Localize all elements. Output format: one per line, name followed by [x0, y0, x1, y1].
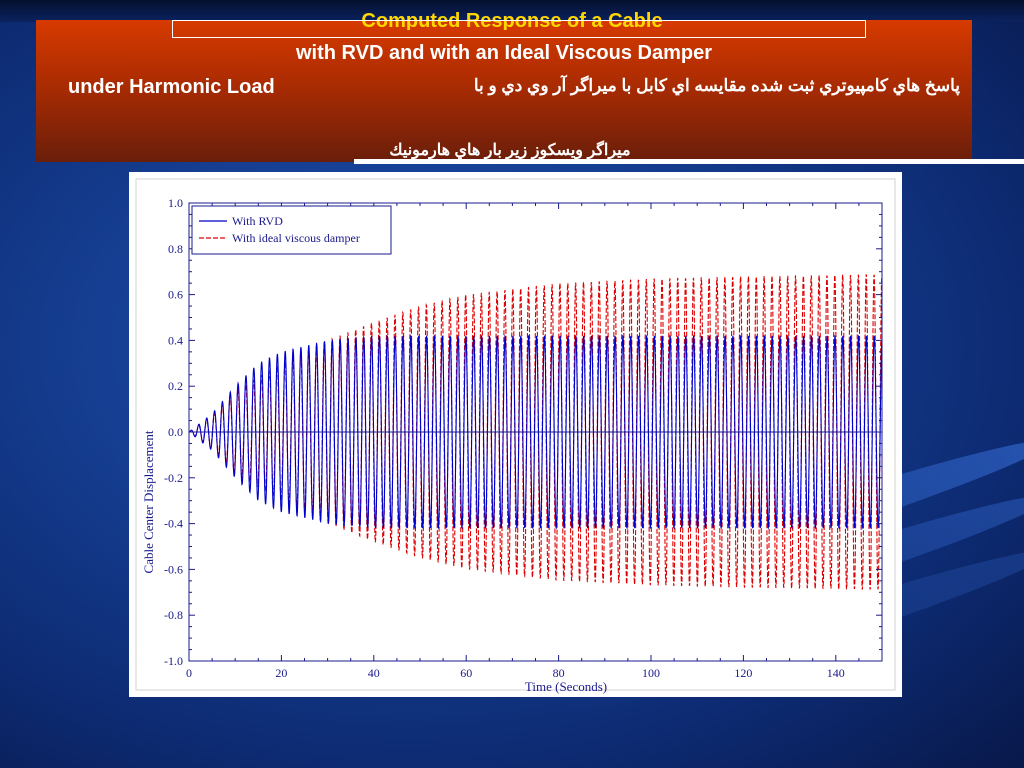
x-tick-label: 120 — [734, 666, 752, 680]
title-underline — [354, 159, 1024, 164]
title-persian-line-1: پاسخ هاي كامپيوتري ثبت شده مقايسه اي كاب… — [473, 76, 960, 95]
legend-label-with-rvd: With RVD — [232, 214, 283, 228]
y-tick-label: 0.4 — [168, 333, 183, 347]
top-band — [0, 0, 1024, 22]
title-line-3: under Harmonic Load — [68, 76, 275, 98]
title-line-2: with RVD and with an Ideal Viscous Dampe… — [295, 42, 713, 64]
y-tick-label: -0.8 — [164, 608, 183, 622]
title-persian-line-2: ميراگر ويسكوز زير بار هاي هارمونيك — [389, 142, 631, 159]
y-tick-label: 0.6 — [168, 288, 183, 302]
y-tick-label: -0.6 — [164, 562, 183, 576]
legend-box — [191, 205, 392, 255]
y-axis-label: Cable Center Displacement — [141, 430, 156, 573]
chart-panel: -1.0 -0.8 -0.6 -0.4 -0.2 0.0 0.2 0.4 0.6 0.8 1.0 0 2… — [129, 172, 902, 697]
y-tick-label: 1.0 — [168, 196, 183, 210]
y-tick-label: 0.2 — [168, 379, 183, 393]
legend-label-ideal-damper: With ideal viscous damper — [232, 231, 360, 245]
legend: With RVD With ideal viscous damper — [191, 205, 392, 255]
x-tick-label: 20 — [275, 666, 287, 680]
x-axis-label: Time (Seconds) — [525, 679, 607, 694]
x-tick-label: 80 — [553, 666, 565, 680]
title-banner — [36, 20, 972, 162]
ticks-layer: -1.0 -0.8 -0.6 -0.4 -0.2 0.0 0.2 0.4 0.6 0.8 1.0 0 2… — [164, 196, 882, 680]
x-tick-label: 60 — [460, 666, 472, 680]
x-tick-label: 0 — [186, 666, 192, 680]
title-frame — [172, 20, 866, 38]
y-tick-label: -0.4 — [164, 517, 183, 531]
response-chart: -1.0 -0.8 -0.6 -0.4 -0.2 0.0 0.2 0.4 0.6 0.8 1.0 0 2… — [135, 178, 896, 694]
y-tick-label: -1.0 — [164, 654, 183, 668]
x-tick-label: 100 — [642, 666, 660, 680]
y-tick-label: 0.8 — [168, 242, 183, 256]
x-tick-label: 140 — [827, 666, 845, 680]
chart-inner-border — [135, 178, 896, 691]
x-tick-label: 40 — [368, 666, 380, 680]
y-tick-label: -0.2 — [164, 471, 183, 485]
y-tick-label: 0.0 — [168, 425, 183, 439]
